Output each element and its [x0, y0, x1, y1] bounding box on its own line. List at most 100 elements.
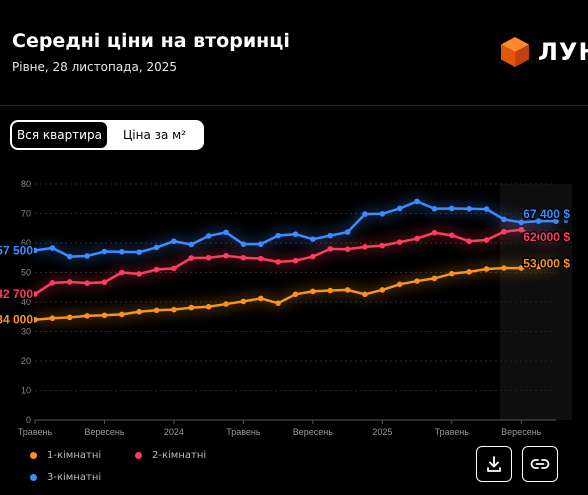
data-point — [362, 244, 368, 250]
data-point — [119, 269, 125, 276]
data-point — [553, 260, 559, 267]
x-tick-label: 2025 — [372, 427, 392, 437]
data-point — [257, 255, 264, 262]
data-point — [188, 304, 195, 311]
data-point — [292, 291, 299, 298]
data-point — [414, 278, 420, 284]
data-point — [379, 287, 386, 293]
data-point — [535, 218, 542, 224]
data-point — [501, 228, 507, 235]
data-point — [344, 246, 351, 252]
data-point — [66, 279, 73, 285]
data-point — [205, 254, 212, 261]
legend-label-2-room: 2-кімнатні — [152, 450, 207, 461]
legend-dot-1-room — [30, 452, 37, 459]
data-point — [188, 241, 195, 248]
tab-price-per-sqm[interactable]: Ціна за м² — [107, 122, 202, 148]
data-point — [362, 211, 368, 217]
legend-label-1-room: 1-кімнатні — [47, 450, 102, 461]
download-button[interactable] — [476, 446, 512, 482]
data-point — [553, 218, 559, 224]
view-toggle: Вся квартира Ціна за м² — [10, 120, 204, 150]
data-point — [553, 234, 559, 240]
data-point — [49, 315, 56, 322]
copy-link-button[interactable] — [522, 446, 558, 482]
data-point — [119, 311, 125, 318]
data-point — [84, 253, 90, 259]
data-point — [153, 307, 160, 314]
legend-item-3-room[interactable]: 3-кімнатні — [30, 472, 101, 483]
data-point-extension — [564, 219, 568, 224]
data-point — [136, 249, 142, 255]
header-divider — [0, 105, 588, 106]
data-point — [136, 271, 142, 277]
data-point — [292, 257, 299, 264]
data-point — [49, 280, 56, 286]
data-point — [257, 241, 264, 247]
x-tick-label: Травень — [18, 427, 53, 437]
data-point — [275, 259, 281, 265]
price-chart: 0 10 20 30 40 50 60 70 80 Травень Вересень 2024 Трав… — [0, 179, 572, 437]
chart-legend: 1-кімнатні 2-кімнатні 3-кімнатні — [30, 448, 330, 488]
series-end-label: 67 400 $ — [523, 207, 570, 221]
y-tick-label: 10 — [21, 386, 31, 396]
y-tick-label: 60 — [21, 238, 31, 248]
data-point — [449, 205, 455, 212]
tab-whole-apartment[interactable]: Вся квартира — [12, 122, 107, 148]
data-point — [518, 219, 525, 226]
data-point — [171, 306, 177, 313]
series-start-label: 57 500 — [0, 243, 33, 257]
series-end-label: 62 000 $ — [523, 230, 570, 244]
data-point — [101, 312, 108, 319]
data-point — [292, 231, 299, 237]
legend-item-2-room[interactable]: 2-кімнатні — [135, 450, 206, 461]
page-title: Середні ціни на вторинці — [12, 30, 290, 52]
y-tick-label: 30 — [21, 327, 31, 337]
data-point — [396, 239, 403, 245]
legend-dot-3-room — [30, 474, 37, 481]
y-tick-label: 50 — [21, 268, 31, 278]
data-point — [275, 300, 281, 306]
data-point — [84, 313, 90, 319]
cube-icon — [501, 37, 529, 67]
data-point — [379, 242, 386, 249]
legend-item-1-room[interactable]: 1-кімнатні — [30, 450, 101, 461]
data-point — [449, 270, 455, 277]
data-point — [101, 279, 108, 286]
x-tick-label: Травень — [226, 427, 261, 437]
data-point-extension — [564, 261, 568, 266]
data-point — [535, 234, 542, 240]
data-point — [223, 229, 229, 236]
data-point — [101, 248, 108, 255]
data-point — [310, 236, 316, 242]
y-tick-label: 0 — [26, 415, 31, 425]
data-point — [66, 314, 73, 321]
data-point — [396, 205, 403, 212]
data-point — [240, 241, 247, 247]
data-point — [501, 265, 507, 271]
y-tick-label: 20 — [21, 356, 31, 366]
data-point — [49, 245, 56, 251]
data-point — [396, 281, 403, 288]
page-header: Середні ціни на вторинці Рівне, 28 листо… — [0, 0, 588, 105]
data-point — [171, 238, 177, 245]
x-tick-label: Травень — [435, 427, 470, 437]
logo[interactable]: ЛУН — [500, 36, 588, 68]
data-point — [431, 275, 438, 282]
data-point — [327, 287, 334, 294]
data-point — [205, 233, 212, 239]
series-start-label: 42 700 — [0, 287, 33, 301]
data-point — [344, 287, 351, 293]
data-point — [344, 229, 351, 235]
data-point — [32, 291, 38, 297]
legend-label-3-room: 3-кімнатні — [47, 472, 102, 483]
data-point — [66, 253, 73, 260]
data-point — [171, 265, 177, 272]
data-point — [431, 205, 438, 212]
data-point — [414, 235, 420, 242]
data-point — [431, 229, 438, 236]
data-point — [414, 198, 420, 205]
data-point — [466, 205, 472, 212]
data-point — [310, 288, 316, 295]
data-point — [240, 298, 247, 305]
